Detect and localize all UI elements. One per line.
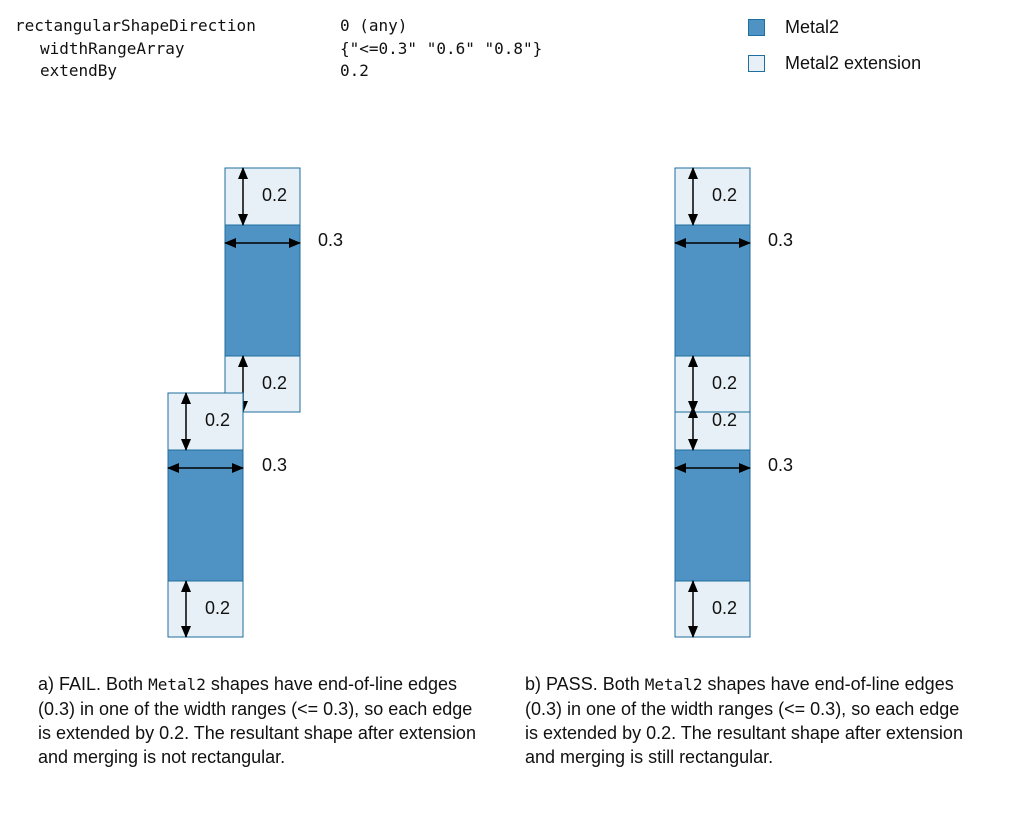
- width-label: 0.3: [262, 455, 287, 475]
- panel-b-upper-shape: 0.2 0.3 0.2: [674, 167, 793, 413]
- metal2-rect: [167, 449, 244, 582]
- ext-label: 0.2: [712, 185, 737, 205]
- extension-rect: [674, 580, 751, 638]
- metal2-extension-swatch: [748, 55, 765, 72]
- param-key-extend-by: extendBy: [40, 61, 118, 80]
- param-value-rectangular-shape-direction: 0 (any): [340, 16, 408, 35]
- extension-rect: [674, 167, 751, 226]
- param-value-extend-by: 0.2: [340, 61, 369, 80]
- ext-label: 0.2: [712, 598, 737, 618]
- extension-rect: [167, 392, 244, 451]
- extension-rect: [167, 580, 244, 638]
- caption-b-pre: b) PASS. Both: [525, 674, 645, 694]
- caption-b-post: shapes have end-of-line edges (0.3) in o…: [525, 674, 963, 767]
- panel-b-lower-shape: 0.2 0.3 0.2: [674, 406, 793, 638]
- legend-item-metal2-extension: Metal2 extension: [748, 53, 921, 74]
- param-key-width-range-array: widthRangeArray: [40, 39, 185, 58]
- legend-label-metal2: Metal2: [785, 17, 840, 37]
- param-key-rectangular-shape-direction: rectangularShapeDirection: [15, 16, 256, 35]
- extension-rect: [674, 355, 751, 413]
- ext-label: 0.2: [712, 373, 737, 393]
- panel-a-lower-shape: 0.2 0.3 0.2: [167, 392, 287, 638]
- param-value-width-range-array: {"<=0.3" "0.6" "0.8"}: [340, 39, 543, 58]
- ext-label: 0.2: [205, 598, 230, 618]
- caption-a-post: shapes have end-of-line edges (0.3) in o…: [38, 674, 476, 767]
- ext-label: 0.2: [262, 185, 287, 205]
- metal2-swatch: [748, 19, 765, 36]
- metal2-rect: [674, 449, 751, 582]
- ext-label: 0.2: [262, 373, 287, 393]
- caption-a-code: Metal2: [148, 675, 206, 694]
- ext-label: 0.2: [205, 410, 230, 430]
- legend-item-metal2: Metal2: [748, 17, 839, 38]
- ext-label: 0.2: [712, 410, 737, 430]
- panel-b-pass: 0.2 0.3 0.2 0.2 0.3 0.2: [674, 167, 793, 638]
- metal2-rect: [674, 224, 751, 357]
- panel-a-fail: 0.2 0.3 0.2 0.2 0.3 0.2: [167, 167, 343, 638]
- metal2-rect: [224, 224, 301, 357]
- width-label: 0.3: [318, 230, 343, 250]
- width-label: 0.3: [768, 455, 793, 475]
- panel-a-upper-shape: 0.2 0.3 0.2: [224, 167, 343, 413]
- extension-rect: [674, 411, 751, 451]
- extension-rect: [224, 167, 301, 226]
- caption-b-code: Metal2: [644, 675, 703, 694]
- width-label: 0.3: [768, 230, 793, 250]
- caption-a-pre: a) FAIL. Both: [38, 674, 149, 694]
- caption-b: b) PASS. Both Metal2 shapes have end-of-…: [525, 672, 975, 769]
- caption-a: a) FAIL. Both Metal2 shapes have end-of-…: [38, 672, 488, 769]
- legend-label-metal2-extension: Metal2 extension: [785, 53, 922, 73]
